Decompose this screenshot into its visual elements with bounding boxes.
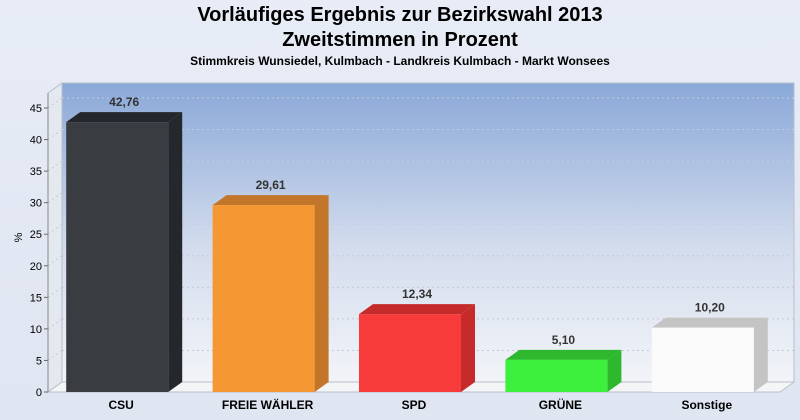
x-tick-label: Sonstige <box>681 398 732 412</box>
data-label: 29,61 <box>256 178 286 192</box>
bar-front <box>212 205 315 392</box>
data-label: 12,34 <box>402 287 432 301</box>
y-tick-label: 30 <box>30 198 42 210</box>
x-tick-label: GRÜNE <box>539 397 582 412</box>
x-tick-label: FREIE WÄHLER <box>222 397 314 412</box>
y-axis: 0 5 10 15 20 25 30 35 40 45 <box>30 93 49 399</box>
bar-csu <box>66 112 183 392</box>
bar-front <box>359 314 461 392</box>
plot-left-wall <box>47 82 63 393</box>
bar-side <box>461 304 475 392</box>
bar-side <box>168 112 183 392</box>
bar-front <box>651 327 754 392</box>
bar-freie-wähler <box>212 195 329 392</box>
y-tick-label: 40 <box>30 135 42 147</box>
y-tick-label: 35 <box>30 166 42 178</box>
y-tick-label: 0 <box>36 387 42 399</box>
bar-grüne <box>505 349 622 392</box>
bar-top <box>359 304 475 315</box>
data-labels: 42,76 29,61 12,34 5,10 10,20 <box>109 95 725 347</box>
data-label: 42,76 <box>109 95 139 109</box>
x-tick-label: CSU <box>109 398 134 412</box>
x-tick-label: SPD <box>402 398 427 412</box>
bar-front <box>505 359 608 392</box>
bars <box>66 112 768 392</box>
chart-subtitle: Zweitstimmen in Prozent <box>282 29 518 51</box>
x-axis: CSU FREIE WÄHLER SPD GRÜNE Sonstige <box>109 397 733 412</box>
bar-top <box>66 112 183 123</box>
y-tick-label: 5 <box>36 355 42 367</box>
bar-sonstige <box>651 317 768 392</box>
bar-side <box>753 317 768 392</box>
bar-top <box>505 349 622 360</box>
y-axis-label: % <box>13 232 25 242</box>
bar-top <box>651 317 768 328</box>
bar-front <box>66 122 169 392</box>
y-tick-label: 25 <box>30 229 42 241</box>
y-tick-label: 20 <box>30 261 42 273</box>
bar-side <box>607 349 622 392</box>
data-label: 5,10 <box>552 333 576 347</box>
data-label: 10,20 <box>695 301 725 315</box>
y-tick-label: 15 <box>30 292 42 304</box>
y-tick-label: 45 <box>30 103 42 115</box>
bar-side <box>314 195 329 392</box>
bar-top <box>212 195 329 206</box>
chart-title: Vorläufiges Ergebnis zur Bezirkswahl 201… <box>197 4 603 26</box>
y-tick-label: 10 <box>30 324 42 336</box>
bar-spd <box>359 304 475 392</box>
chart-caption: Stimmkreis Wunsiedel, Kulmbach - Landkre… <box>190 54 610 68</box>
